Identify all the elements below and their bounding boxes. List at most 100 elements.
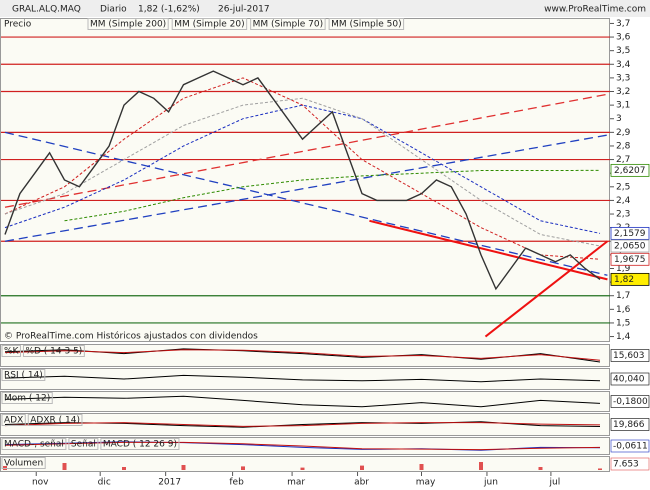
x-tick-label: may — [416, 478, 436, 488]
y-tick-label: 1,7 — [616, 291, 630, 301]
indicator-panel — [0, 344, 610, 367]
value-tag-box — [610, 372, 650, 386]
value-tag-box — [610, 349, 650, 362]
price-panel — [0, 18, 610, 342]
legend-box — [250, 18, 326, 30]
date: 26-jul-2017 — [218, 5, 270, 15]
volume-bar — [300, 467, 305, 470]
indicator-line — [4, 395, 601, 408]
legend-entry: MM (Simple 20) — [174, 20, 244, 30]
indicator-label-box — [1, 414, 26, 426]
y-tick-label: 2,8 — [616, 141, 631, 151]
indicator-line — [4, 349, 601, 361]
y-tick-label: 3,1 — [616, 101, 630, 111]
indicator-label-box — [22, 345, 85, 357]
indicator-label: %D ( 14 3 5) — [25, 347, 82, 357]
value-tag-box — [610, 163, 650, 177]
trendline — [4, 131, 608, 276]
x-tick-label: jun — [483, 478, 498, 488]
indicator-value: -0,1800 — [613, 397, 648, 407]
price-label: Precio — [4, 20, 32, 30]
legend-box — [328, 18, 405, 30]
indicator-line — [4, 374, 601, 383]
y-tick-label: 2,3 — [616, 210, 630, 220]
y-tick-label: 3,6 — [616, 33, 631, 43]
moving-average — [4, 77, 601, 260]
value-tag-box — [610, 418, 650, 431]
value-tag-box — [610, 239, 650, 253]
volume-bar — [479, 462, 483, 470]
indicator-label: MACD-, señal — [4, 440, 64, 450]
volume-bar — [419, 464, 424, 470]
x-tick-label: dic — [98, 478, 111, 488]
y-tick-label: 2,4 — [616, 196, 631, 206]
indicator-label-box — [27, 414, 83, 426]
indicator-value: 7.653 — [613, 460, 639, 470]
indicator-value: 40,040 — [613, 375, 645, 385]
value-tag: 1,9675 — [614, 255, 646, 265]
header-bar — [0, 0, 650, 17]
value-tag-box — [610, 252, 650, 266]
indicator-line — [4, 441, 601, 451]
indicator-label-box — [1, 369, 46, 381]
y-tick-label: 1,5 — [616, 318, 630, 328]
indicator-panel — [0, 391, 610, 412]
value-tag: 1,82 — [614, 275, 634, 285]
symbol: GRAL.ALQ.MAQ — [12, 5, 81, 15]
site: www.ProRealTime.com — [544, 5, 646, 15]
y-tick-label: 1,6 — [616, 305, 631, 315]
volume-bar — [538, 467, 543, 470]
legend-box — [87, 18, 169, 30]
value-tag-box — [610, 395, 650, 408]
indicator-label: MACD ( 12 26 9) — [103, 440, 177, 450]
period: Diario — [100, 5, 127, 15]
value-tag: 2,0650 — [614, 242, 646, 252]
volume-bar — [360, 465, 364, 470]
indicator-label: %K — [4, 347, 20, 357]
trendline — [4, 134, 608, 242]
volume-bar — [62, 463, 67, 470]
y-tick-label: 3,2 — [616, 87, 630, 97]
value-tag-box — [610, 226, 650, 240]
indicator-label: ADXR ( 14) — [30, 416, 80, 426]
y-tick-label: 3 — [616, 114, 622, 124]
y-tick-label: 2,5 — [616, 182, 630, 192]
value-tag-box — [610, 457, 650, 471]
volume-bar — [598, 468, 602, 470]
x-tick-label: 2017 — [158, 478, 181, 488]
indicator-label-box — [68, 438, 99, 450]
x-tick-label: feb — [229, 478, 244, 488]
x-tick-label: nov — [32, 478, 49, 488]
indicator-panel — [0, 456, 610, 472]
indicator-label-box — [1, 392, 53, 404]
volume-bar — [241, 466, 245, 470]
indicator-label: Señal — [71, 440, 96, 450]
value-tag-box — [610, 439, 650, 453]
moving-average — [4, 104, 601, 234]
indicator-line — [4, 422, 601, 427]
moving-average — [4, 97, 601, 247]
x-tick-label: jul — [549, 478, 561, 488]
indicator-label: Mom ( 12) — [4, 394, 50, 404]
legend-entry: MM (Simple 50) — [331, 20, 401, 30]
indicator-label-box — [1, 457, 46, 469]
y-tick-label: 3,5 — [616, 46, 630, 56]
x-tick-label: mar — [287, 478, 305, 488]
trendline — [484, 240, 609, 338]
y-tick-label: 3,7 — [616, 19, 630, 29]
y-tick-label: 1,9 — [616, 264, 631, 274]
indicator-label-box — [1, 438, 67, 450]
indicator-label: Volumen — [4, 459, 43, 469]
value-tag: 2,6207 — [614, 166, 646, 176]
indicator-value: 19,866 — [613, 420, 645, 430]
trendline — [369, 219, 608, 281]
quote: 1,82 (-1,62%) — [138, 5, 200, 15]
volume-bar — [181, 465, 186, 470]
moving-average — [64, 169, 601, 222]
y-tick-label: 2,9 — [616, 128, 631, 138]
y-tick-label: 3,4 — [616, 60, 631, 70]
indicator-label-box — [100, 438, 180, 450]
legend-entry: MM (Simple 200) — [90, 20, 166, 30]
legend-box — [171, 18, 248, 30]
